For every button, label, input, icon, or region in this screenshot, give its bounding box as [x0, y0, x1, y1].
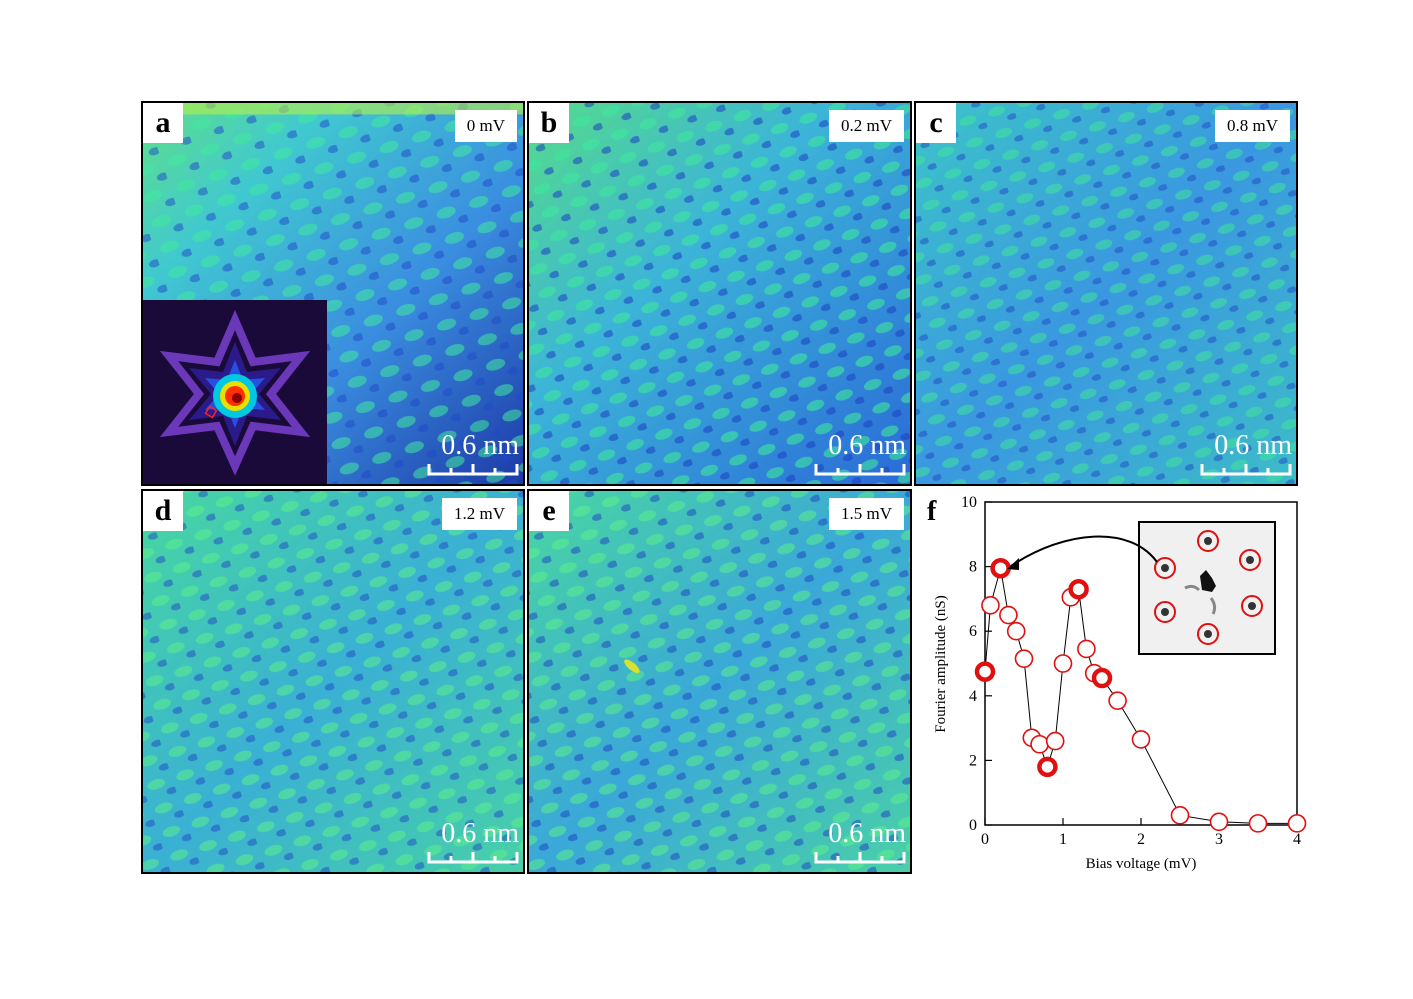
data-point	[1131, 730, 1151, 749]
star-psf-inset	[143, 300, 327, 484]
y-tick-label: 0	[969, 817, 977, 834]
scale-bar: 0.6 nm	[1200, 430, 1292, 478]
scale-bar-label: 0.6 nm	[441, 818, 519, 849]
bias-voltage-label: 0.2 mV	[829, 110, 904, 142]
data-point	[974, 661, 996, 682]
data-point	[1209, 812, 1229, 832]
fourier-amplitude-chart: f 0 1 2 3 4 0 2 4 6 8 10 Bias voltage (mV) Fourier…	[927, 494, 1307, 872]
panel-c: c 0.8 mV 0.6 nm	[914, 101, 1298, 486]
data-point	[1108, 691, 1127, 710]
x-tick-label: 0	[981, 831, 989, 848]
conductance-map-e	[529, 491, 910, 872]
fft-inset	[1138, 521, 1276, 655]
data-point	[1077, 639, 1096, 659]
panel-d: d 1.2 mV 0.6 nm	[141, 489, 525, 874]
data-point	[1170, 806, 1190, 825]
data-point	[1045, 731, 1065, 751]
data-point	[1014, 649, 1034, 668]
data-point	[1006, 621, 1026, 641]
panel-a: a 0 mV 0.6 nm	[141, 101, 525, 486]
bias-voltage-label: 0 mV	[454, 110, 517, 142]
y-tick-label: 2	[969, 752, 977, 769]
bias-voltage-label: 1.2 mV	[442, 498, 517, 530]
data-point	[1030, 734, 1049, 754]
data-point	[1248, 814, 1268, 833]
scale-bar-label: 0.6 nm	[828, 430, 906, 461]
conductance-map-d	[143, 491, 523, 872]
panel-letter: e	[529, 491, 569, 531]
y-axis-label: Fourier amplitude (nS)	[933, 595, 949, 732]
annotation-arrow	[1007, 535, 1158, 570]
conductance-map-c	[916, 103, 1296, 484]
panel-letter: c	[916, 103, 956, 143]
panel-letter-f: f	[927, 496, 937, 527]
x-tick-label: 4	[1293, 831, 1301, 848]
data-point	[1037, 756, 1058, 778]
data-point	[1053, 654, 1073, 673]
x-tick-label: 1	[1059, 831, 1067, 848]
scale-bar-label: 0.6 nm	[1214, 430, 1292, 461]
scale-bar: 0.6 nm	[814, 430, 906, 478]
scale-bar: 0.6 nm	[427, 430, 519, 478]
panel-letter: a	[143, 103, 183, 143]
conductance-map-b	[529, 103, 910, 484]
scale-bar-label: 0.6 nm	[441, 430, 519, 461]
data-points	[974, 557, 1307, 833]
data-point	[981, 596, 1000, 615]
y-tick-label: 8	[969, 559, 977, 576]
bias-voltage-label: 0.8 mV	[1215, 110, 1290, 142]
x-tick-label: 2	[1137, 831, 1145, 848]
data-point	[999, 605, 1018, 625]
bias-voltage-label: 1.5 mV	[829, 498, 904, 530]
x-tick-label: 3	[1215, 831, 1223, 848]
x-axis-label: Bias voltage (mV)	[1086, 856, 1197, 872]
y-tick-label: 10	[961, 494, 977, 511]
panel-e: e 1.5 mV 0.6 nm	[527, 489, 912, 874]
panel-letter: b	[529, 103, 569, 143]
scale-bar-label: 0.6 nm	[828, 818, 906, 849]
data-point	[1091, 667, 1113, 689]
data-point	[990, 557, 1011, 579]
data-point	[1287, 814, 1307, 833]
scale-bar: 0.6 nm	[427, 818, 519, 866]
y-tick-label: 6	[969, 623, 977, 640]
data-point	[1068, 578, 1089, 600]
scale-bar: 0.6 nm	[814, 818, 906, 866]
panel-b: b 0.2 mV 0.6 nm	[527, 101, 912, 486]
panel-letter: d	[143, 491, 183, 531]
y-tick-label: 4	[969, 688, 977, 705]
